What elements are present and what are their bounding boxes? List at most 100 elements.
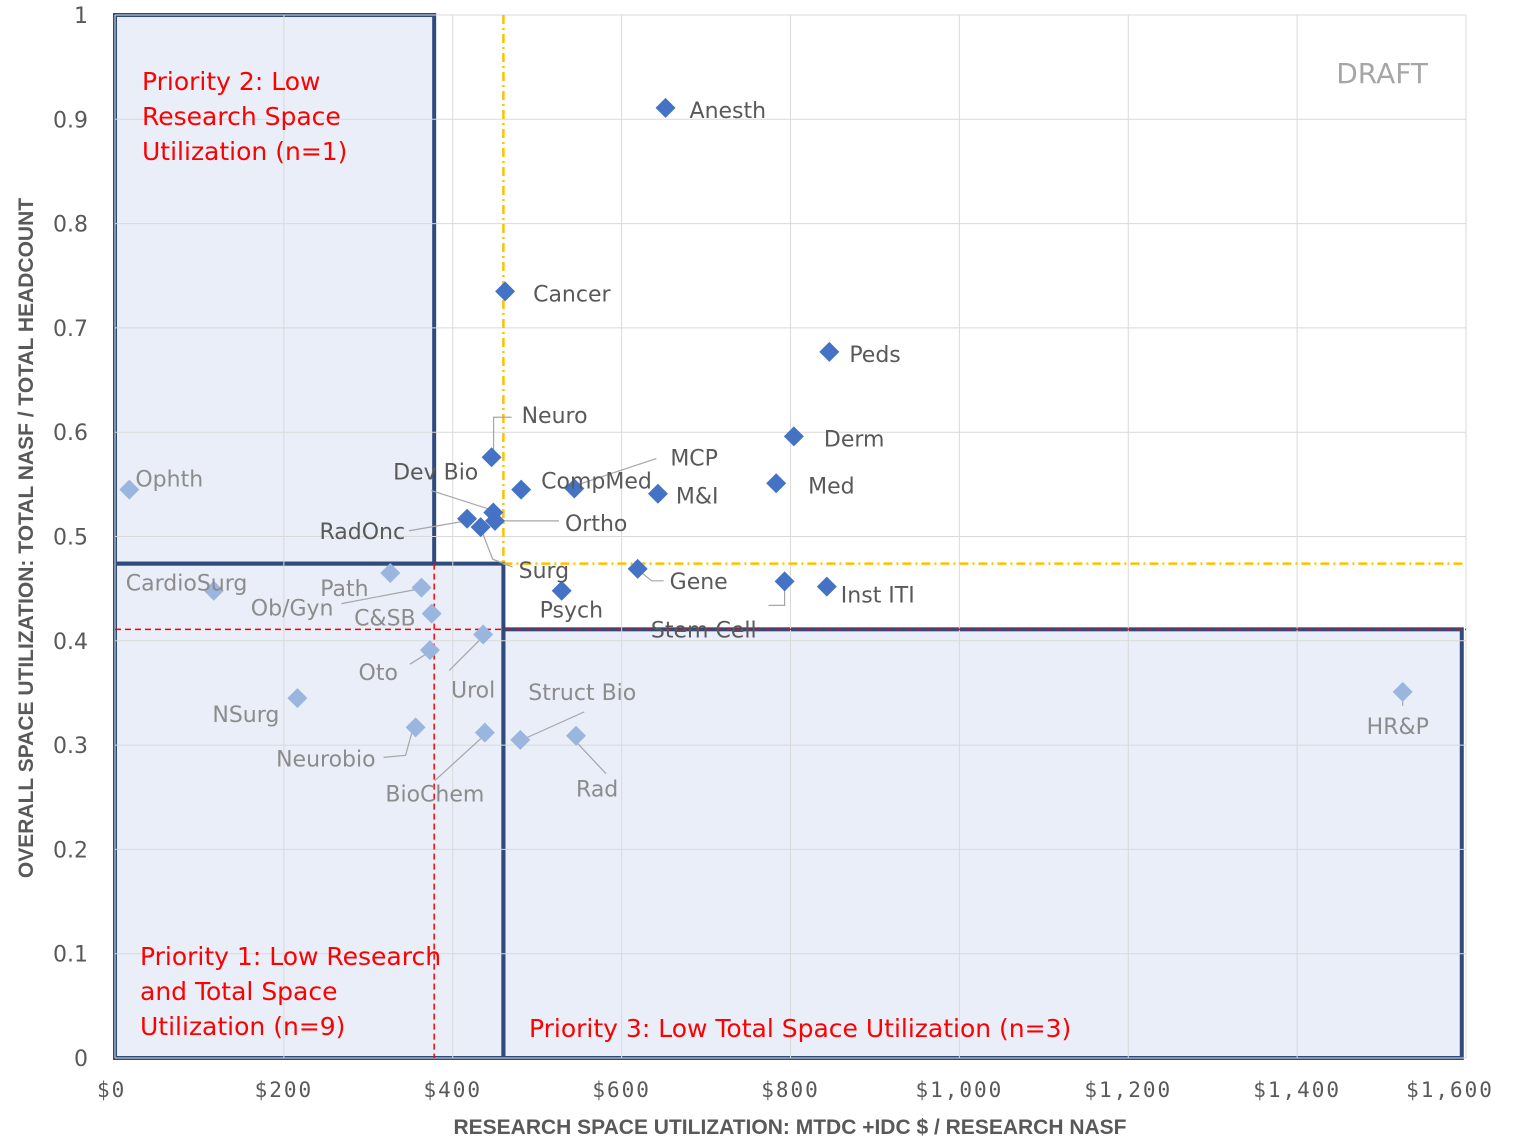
point-label: MCP <box>670 447 718 472</box>
data-point <box>287 688 308 709</box>
data-point <box>495 281 516 302</box>
priority-regions <box>113 13 1464 1061</box>
point-label: Path <box>320 577 368 602</box>
x-tick-label: $800 <box>761 1078 820 1102</box>
data-point <box>203 580 224 601</box>
gridlines <box>114 14 1467 1059</box>
priority-label-line: Priority 3: Low Total Space Utilization … <box>529 1014 1071 1043</box>
point-label: BioChem <box>385 783 484 808</box>
priority-label-line: Priority 2: Low <box>142 67 320 96</box>
x-tick-label: $600 <box>592 1078 651 1102</box>
y-tick-label: 0.5 <box>53 526 88 551</box>
y-tick-label: 0.1 <box>53 943 88 968</box>
label-leader-line <box>578 457 657 486</box>
axis-ticks: $0 $200 $400 $600 $800 $1,000 $1,200 $1,400 $1,6… <box>53 4 1494 1102</box>
y-tick-label: 0.8 <box>53 213 88 238</box>
data-point <box>1392 681 1413 702</box>
priority-label-line: Utilization (n=1) <box>142 137 347 166</box>
data-point <box>419 640 440 661</box>
point-label: Psych <box>540 599 603 624</box>
point-label: HR&P <box>1367 715 1429 740</box>
point-label: Gene <box>670 570 728 595</box>
point-label: Neuro <box>522 404 588 429</box>
x-tick-label: $400 <box>423 1078 482 1102</box>
point-label: Oto <box>359 661 398 686</box>
point-labels: Anesth Cancer Peds Derm Neuro CompMed MCP M&I Me… <box>126 99 1429 808</box>
point-label: Struct Bio <box>528 681 636 706</box>
priority-labels: Priority 2: Low Research Space Utilization… <box>140 67 1071 1043</box>
y-tick-label: 0 <box>74 1047 88 1072</box>
x-tick-label: $200 <box>255 1078 314 1102</box>
point-label: Med <box>808 474 854 499</box>
label-leader-line <box>768 587 786 606</box>
priority-region-fill-3 <box>503 629 1462 1058</box>
priority-region-fill-1 <box>115 15 435 564</box>
point-label: Neurobio <box>276 747 376 772</box>
y-tick-label: 0.6 <box>53 421 88 446</box>
x-tick-label: $1,400 <box>1253 1078 1341 1102</box>
y-tick-label: 0.3 <box>53 734 88 759</box>
point-label: Ortho <box>565 512 627 537</box>
data-point <box>551 580 572 601</box>
x-tick-label: $1,200 <box>1084 1078 1172 1102</box>
point-label: C&SB <box>354 607 416 632</box>
point-label: Ob/Gyn <box>251 597 334 622</box>
data-point <box>783 426 804 447</box>
data-point <box>510 729 531 750</box>
point-label: CardioSurg <box>126 572 248 597</box>
y-tick-label: 1 <box>74 4 88 29</box>
point-label: Derm <box>824 427 885 452</box>
data-point <box>655 97 676 118</box>
priority-label-line: Utilization (n=9) <box>140 1012 345 1041</box>
point-label: Surg <box>519 559 570 584</box>
data-point <box>481 447 502 468</box>
data-point <box>564 478 585 499</box>
data-points <box>119 97 1413 750</box>
label-leader-line <box>575 741 607 775</box>
label-leader-line <box>492 416 512 454</box>
data-point <box>484 510 505 531</box>
x-tick-label: $1,000 <box>915 1078 1003 1102</box>
data-point <box>473 624 494 645</box>
point-label: Anesth <box>690 99 767 124</box>
label-leader-line <box>434 738 482 782</box>
priority-label-line: Research Space <box>142 102 341 131</box>
priority-region-fill-2 <box>115 563 504 1058</box>
point-label: Ophth <box>135 468 203 493</box>
label-leader-line <box>409 653 427 665</box>
data-point <box>470 517 491 538</box>
data-point <box>380 563 401 584</box>
data-point <box>766 473 787 494</box>
point-label: NSurg <box>212 703 279 728</box>
data-point <box>566 725 587 746</box>
data-point <box>511 479 532 500</box>
draft-watermark: DRAFT <box>1336 57 1429 90</box>
y-axis-title: OVERALL SPACE UTILIZATION: TOTAL NASF / … <box>15 198 38 878</box>
data-point <box>411 577 432 598</box>
label-leader-line <box>641 572 664 582</box>
point-label: Rad <box>576 778 618 803</box>
y-tick-label: 0.4 <box>53 630 88 655</box>
point-label: RadOnc <box>319 520 405 545</box>
y-tick-label: 0.9 <box>53 108 88 133</box>
data-point <box>474 722 495 743</box>
point-label: Peds <box>849 343 900 368</box>
data-point <box>421 603 442 624</box>
label-leader-line <box>341 589 416 605</box>
y-tick-label: 0.7 <box>53 317 88 342</box>
data-point <box>819 341 840 362</box>
label-leader-line <box>482 532 513 568</box>
label-leader-line <box>526 711 585 739</box>
data-point <box>816 576 837 597</box>
label-leader-line <box>383 733 413 758</box>
data-point <box>774 571 795 592</box>
point-label: Urol <box>451 679 495 704</box>
x-tick-label: $0 <box>97 1078 126 1102</box>
point-label: Cancer <box>533 282 611 307</box>
x-tick-label: $1,600 <box>1406 1078 1494 1102</box>
data-point <box>627 558 648 579</box>
label-leader-line <box>409 521 462 532</box>
label-leader-line <box>448 640 480 671</box>
label-leader-line <box>431 489 488 510</box>
